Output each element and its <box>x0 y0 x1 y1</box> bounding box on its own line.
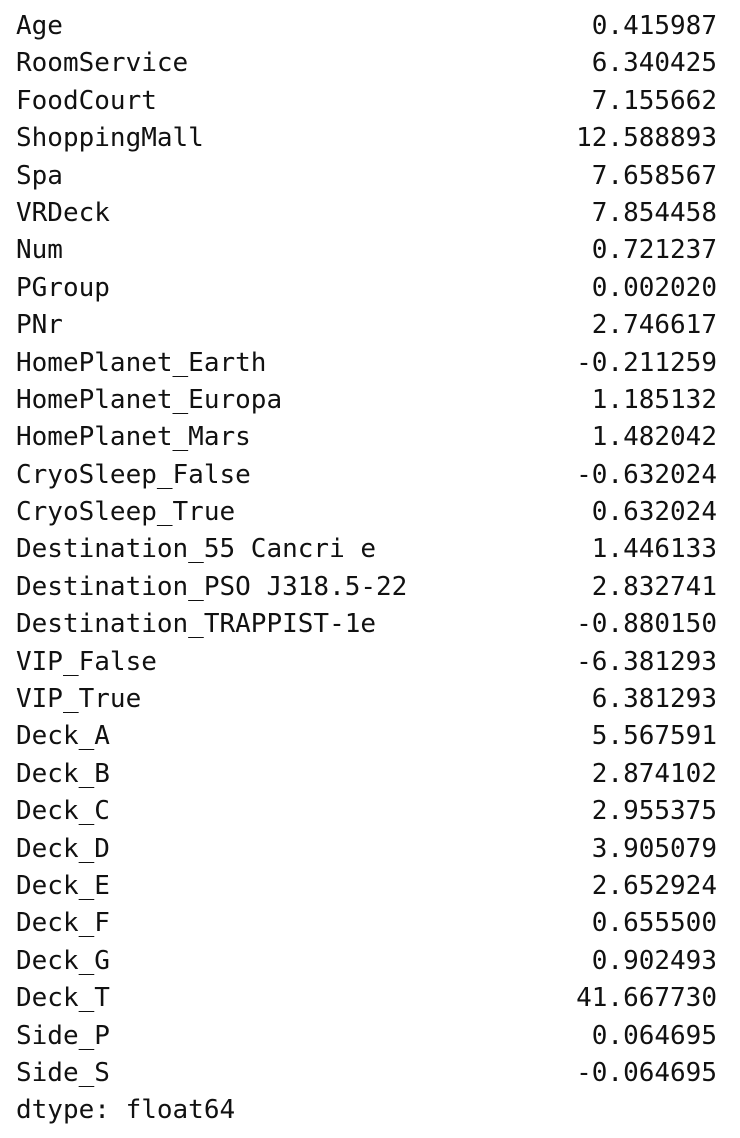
row-value: -0.064695 <box>576 1057 717 1088</box>
row-value: 7.854458 <box>591 197 717 228</box>
row-value: 7.155662 <box>591 85 717 116</box>
row-value: 2.874102 <box>591 758 717 789</box>
row-label: VRDeck <box>16 197 110 228</box>
dtype-label: dtype: float64 <box>16 1095 236 1126</box>
row-value: 6.381293 <box>591 684 717 715</box>
row-value: 3.905079 <box>591 833 717 864</box>
series-row: ShoppingMall 12.588893 <box>16 120 717 157</box>
row-value: 12.588893 <box>576 123 717 154</box>
row-value: 2.652924 <box>591 870 717 901</box>
row-value: 0.632024 <box>591 497 717 528</box>
row-value: 0.415987 <box>591 11 717 41</box>
row-label: HomePlanet_Mars <box>16 422 251 453</box>
row-label: Deck_A <box>16 721 110 752</box>
series-row: HomePlanet_Mars 1.482042 <box>16 419 717 456</box>
series-row: HomePlanet_Earth -0.211259 <box>16 345 717 382</box>
row-label: PNr <box>16 310 63 341</box>
series-row: HomePlanet_Europa 1.185132 <box>16 382 717 419</box>
series-row: Deck_B 2.874102 <box>16 756 717 793</box>
row-value: 1.482042 <box>591 422 717 453</box>
row-value: 1.185132 <box>591 384 717 415</box>
row-label: Deck_F <box>16 908 110 939</box>
series-row: Side_P 0.064695 <box>16 1018 717 1055</box>
series-row: PNr 2.746617 <box>16 307 717 344</box>
series-row: RoomService 6.340425 <box>16 45 717 82</box>
row-label: Deck_G <box>16 945 110 976</box>
row-label: Side_P <box>16 1020 110 1051</box>
row-value: 0.655500 <box>591 908 717 939</box>
series-row: PGroup 0.002020 <box>16 270 717 307</box>
series-row: Deck_A 5.567591 <box>16 718 717 755</box>
row-value: 2.832741 <box>591 571 717 602</box>
row-label: PGroup <box>16 272 110 303</box>
row-label: CryoSleep_True <box>16 497 236 528</box>
row-label: FoodCourt <box>16 85 157 116</box>
row-label: Num <box>16 235 63 266</box>
series-row: CryoSleep_False -0.632024 <box>16 457 717 494</box>
row-value: 1.446133 <box>591 534 717 565</box>
series-row: Deck_C 2.955375 <box>16 793 717 830</box>
series-row: Destination_TRAPPIST-1e -0.880150 <box>16 606 717 643</box>
row-label: Destination_55 Cancri e <box>16 534 377 565</box>
row-value: -0.880150 <box>576 609 717 640</box>
row-label: CryoSleep_False <box>16 459 251 490</box>
row-value: 0.064695 <box>591 1020 717 1051</box>
row-value: 41.667730 <box>576 983 717 1014</box>
series-row: Spa 7.658567 <box>16 158 717 195</box>
row-label: HomePlanet_Earth <box>16 347 267 378</box>
row-label: Deck_T <box>16 983 110 1014</box>
series-row: VIP_True 6.381293 <box>16 681 717 718</box>
series-row: Deck_D 3.905079 <box>16 831 717 868</box>
series-row: Deck_T 41.667730 <box>16 980 717 1017</box>
row-label: Deck_C <box>16 796 110 827</box>
series-row: CryoSleep_True 0.632024 <box>16 494 717 531</box>
series-row: Deck_E 2.652924 <box>16 868 717 905</box>
row-label: ShoppingMall <box>16 123 204 154</box>
row-value: -0.632024 <box>576 459 717 490</box>
row-label: Deck_B <box>16 758 110 789</box>
series-row: VRDeck 7.854458 <box>16 195 717 232</box>
row-label: Spa <box>16 160 63 191</box>
series-row: Destination_PSO J318.5-22 2.832741 <box>16 569 717 606</box>
row-value: 2.955375 <box>591 796 717 827</box>
series-row: Deck_F 0.655500 <box>16 905 717 942</box>
row-value: 0.002020 <box>591 272 717 303</box>
row-label: HomePlanet_Europa <box>16 384 283 415</box>
row-value: 2.746617 <box>591 310 717 341</box>
series-row: Destination_55 Cancri e 1.446133 <box>16 531 717 568</box>
row-value: 0.721237 <box>591 235 717 266</box>
row-label: Deck_E <box>16 870 110 901</box>
series-row: Deck_G 0.902493 <box>16 943 717 980</box>
series-row: Num 0.721237 <box>16 232 717 269</box>
row-label: Destination_PSO J318.5-22 <box>16 571 408 602</box>
series-row: Side_S -0.064695 <box>16 1055 717 1092</box>
series-row: FoodCourt 7.155662 <box>16 83 717 120</box>
row-label: VIP_False <box>16 646 157 677</box>
row-label: Deck_D <box>16 833 110 864</box>
series-row: VIP_False -6.381293 <box>16 644 717 681</box>
row-label: VIP_True <box>16 684 142 715</box>
row-value: 5.567591 <box>591 721 717 752</box>
row-label: Side_S <box>16 1057 110 1088</box>
row-label: Destination_TRAPPIST-1e <box>16 609 377 640</box>
row-label: RoomService <box>16 48 189 79</box>
row-value: 7.658567 <box>591 160 717 191</box>
row-label: Age <box>16 11 63 41</box>
row-value: -6.381293 <box>576 646 717 677</box>
row-value: 0.902493 <box>591 945 717 976</box>
row-value: -0.211259 <box>576 347 717 378</box>
series-row: Age 0.415987 <box>16 8 717 45</box>
row-value: 6.340425 <box>591 48 717 79</box>
